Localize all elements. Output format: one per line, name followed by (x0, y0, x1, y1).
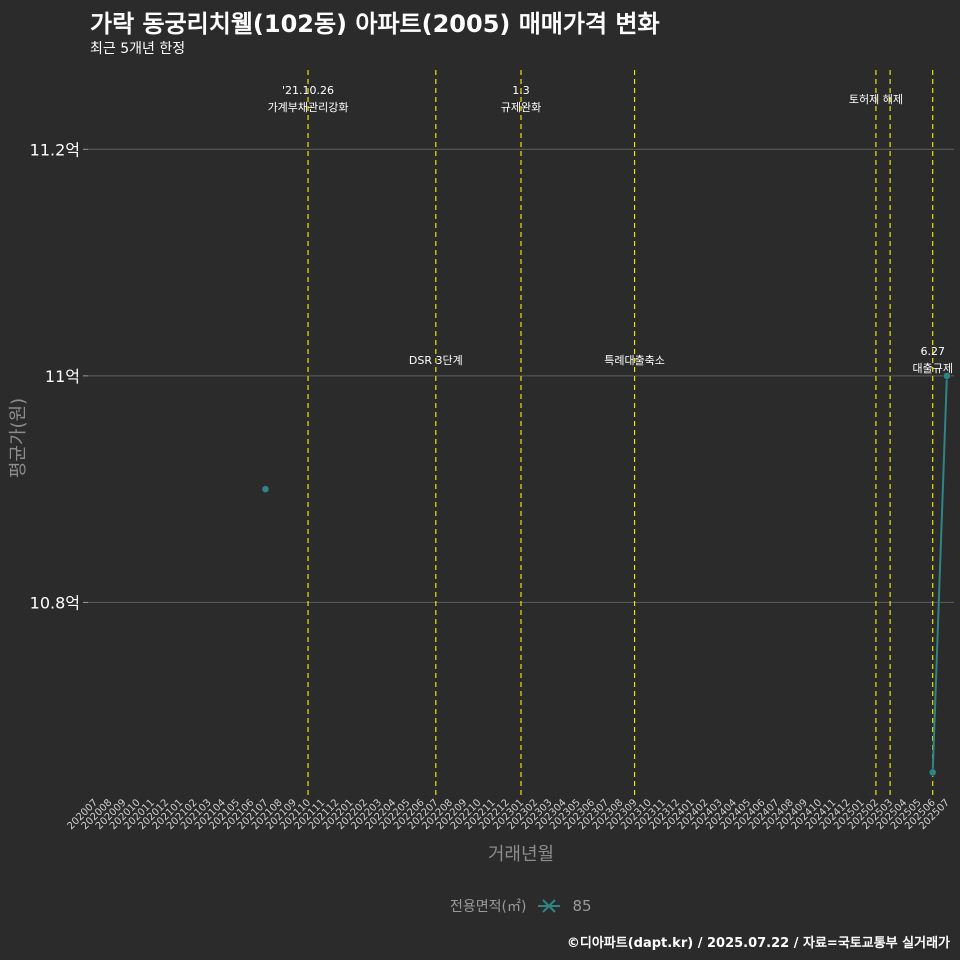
event-label: 대출규제 (912, 362, 952, 375)
y-tick-label: 11억 (45, 367, 80, 386)
series-line-85 (931, 375, 948, 773)
chart-title: 가락 동궁리치웰(102동) 아파트(2005) 매매가격 변화 (90, 10, 660, 38)
source-caption: ©디아파트(dapt.kr) / 2025.07.22 / 자료=국토교통부 실… (566, 936, 950, 951)
legend-key-icon (538, 899, 561, 913)
legend-series-label: 85 (572, 897, 592, 915)
data-point-85 (928, 768, 937, 777)
chart-subtitle: 최근 5개년 한정 (90, 41, 186, 57)
legend-title: 전용면적(㎡) (450, 899, 527, 915)
legend: 전용면적(㎡) 85 (450, 896, 592, 916)
event-label: 6.27 (920, 345, 945, 358)
series-lines (261, 372, 951, 777)
y-tick-label: 10.8억 (30, 593, 80, 612)
x-tick-labels: 2020072020082020092020102020112020122021… (65, 797, 952, 832)
data-point-85 (261, 485, 270, 493)
event-label: '21.10.26 (282, 84, 334, 97)
event-label: DSR 3단계 (409, 354, 463, 367)
y-axis-label: 평균가(원) (8, 398, 29, 478)
y-tick-label: 11.2억 (30, 140, 80, 159)
event-label: 1.3 (512, 84, 530, 97)
gridlines (83, 148, 954, 603)
data-point-85 (943, 372, 951, 380)
event-label: 토허제 해제 (849, 92, 903, 106)
event-label: 특례대출축소 (604, 354, 665, 367)
y-tick-labels: 10.8억 11억 11.2억 (30, 140, 80, 612)
event-label: 규제완화 (501, 101, 541, 114)
event-label: 가계부채관리강화 (268, 101, 349, 114)
x-axis-label: 거래년월 (488, 844, 554, 865)
